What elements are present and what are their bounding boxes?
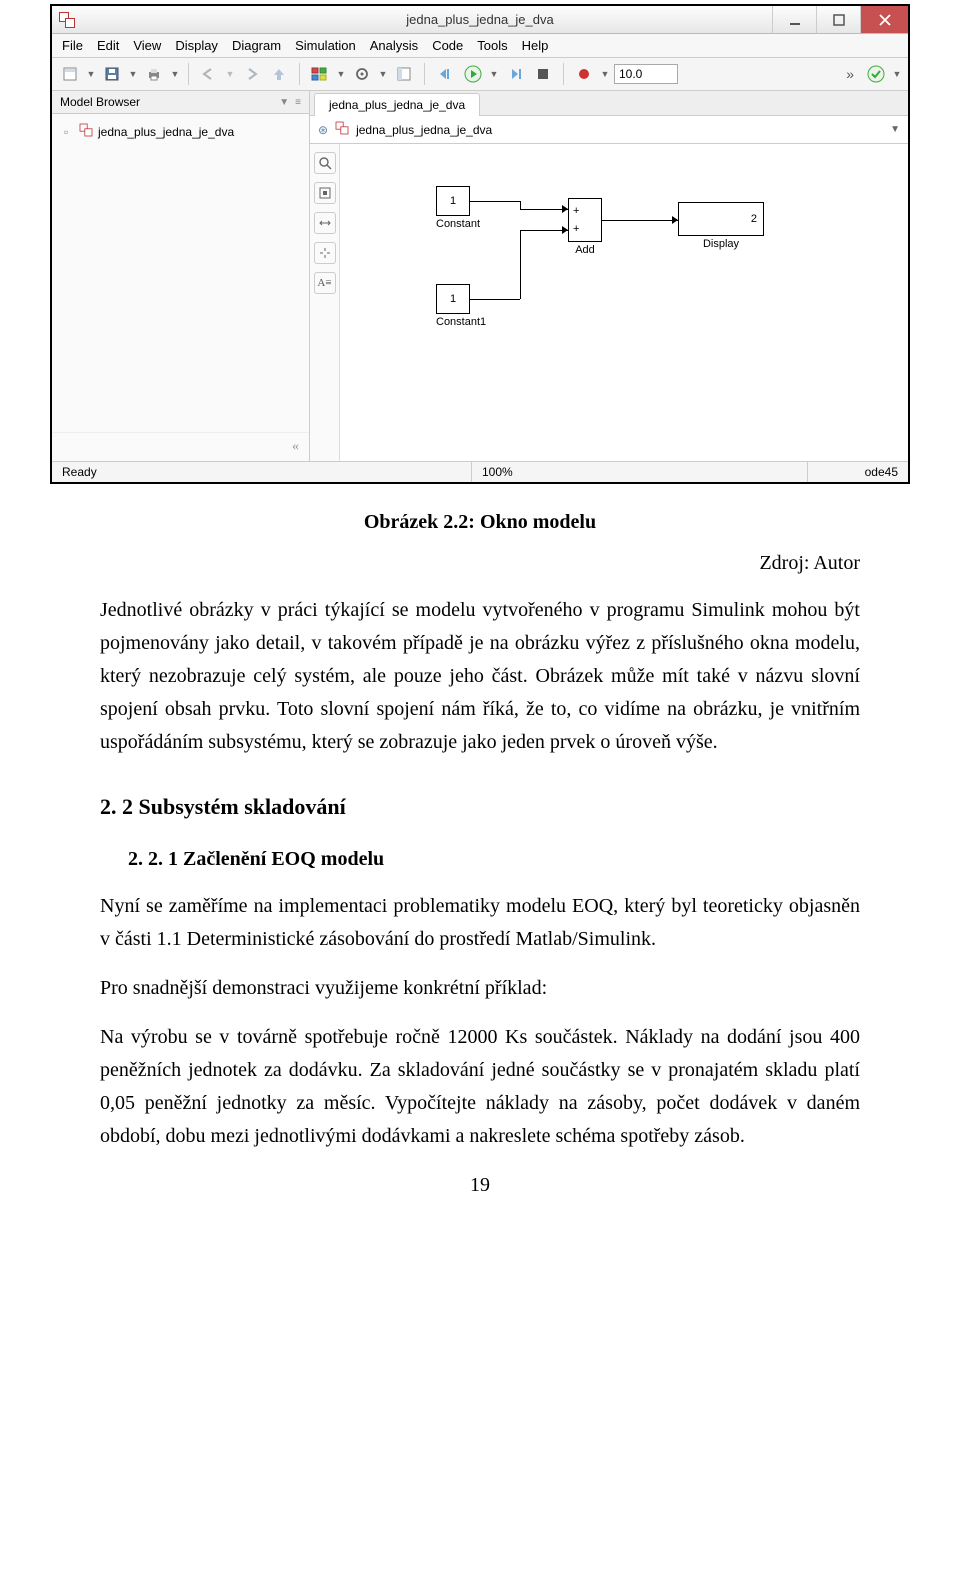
menu-bar: File Edit View Display Diagram Simulatio… (52, 34, 908, 58)
heading-eoq: 2. 2. 1 Začlenění EOQ modelu (128, 843, 860, 876)
status-solver: ode45 (808, 462, 908, 482)
menu-display[interactable]: Display (175, 38, 218, 53)
pan-icon[interactable] (314, 212, 336, 234)
new-model-dropdown-icon[interactable]: ▼ (86, 69, 96, 79)
tree-root-label: jedna_plus_jedna_je_dva (98, 125, 234, 139)
zoom-icon[interactable] (314, 152, 336, 174)
paragraph-example-body: Na výrobu se v továrně spotřebuje ročně … (100, 1021, 860, 1153)
breadcrumb-dropdown-icon[interactable]: ▼ (890, 124, 900, 135)
minimize-button[interactable] (772, 6, 816, 33)
editor-pane: jedna_plus_jedna_je_dva ⊛ jedna_plus_jed… (310, 91, 908, 461)
library-dropdown-icon[interactable]: ▼ (336, 69, 346, 79)
window-controls (772, 6, 908, 33)
toolbar-overflow-icon[interactable]: » (846, 66, 854, 82)
stop-icon[interactable] (531, 62, 555, 86)
step-back-icon[interactable] (433, 62, 457, 86)
build-ok-icon[interactable] (864, 62, 888, 86)
breadcrumb-root[interactable]: jedna_plus_jedna_je_dva (356, 123, 492, 137)
model-browser-pane: Model Browser ▼ ≡ ▫ jedna_plus_jedna_je_… (52, 91, 310, 461)
block-display-label: Display (678, 238, 764, 250)
pane-dropdown-icon[interactable]: ▼ (279, 97, 289, 108)
menu-simulation[interactable]: Simulation (295, 38, 356, 53)
model-tree: ▫ jedna_plus_jedna_je_dva (52, 114, 309, 149)
model-explorer-icon[interactable] (392, 62, 416, 86)
new-model-icon[interactable] (58, 62, 82, 86)
page-number: 19 (100, 1169, 860, 1202)
save-dropdown-icon[interactable]: ▼ (128, 69, 138, 79)
run-icon[interactable] (461, 62, 485, 86)
simulink-app-icon (58, 11, 76, 29)
collapse-pane-icon[interactable]: « (52, 432, 309, 461)
status-ready: Ready (52, 462, 472, 482)
breadcrumb-bar: ⊛ jedna_plus_jedna_je_dva ▼ (310, 116, 908, 144)
menu-diagram[interactable]: Diagram (232, 38, 281, 53)
save-icon[interactable] (100, 62, 124, 86)
block-add-label: Add (568, 244, 602, 256)
simulink-window: jedna_plus_jedna_je_dva File Edit View D… (50, 4, 910, 484)
canvas-side-toolbar: A≡ (310, 144, 340, 461)
step-forward-icon[interactable] (503, 62, 527, 86)
block-add[interactable]: + + Add (568, 198, 602, 256)
block-constant[interactable]: 1 Constant (436, 186, 480, 230)
diagram-canvas[interactable]: 1 Constant 1 Constant1 + (340, 144, 908, 461)
document-body: Obrázek 2.2: Okno modelu Zdroj: Autor Je… (100, 506, 860, 1202)
menu-view[interactable]: View (133, 38, 161, 53)
menu-tools[interactable]: Tools (477, 38, 507, 53)
nav-back-dropdown-icon[interactable]: ▼ (225, 69, 235, 79)
print-dropdown-icon[interactable]: ▼ (170, 69, 180, 79)
breadcrumb-nav-icon[interactable]: ⊛ (318, 123, 328, 137)
toggle-sample-time-icon[interactable] (314, 242, 336, 264)
pane-menu-icon[interactable]: ≡ (295, 97, 301, 108)
menu-help[interactable]: Help (522, 38, 549, 53)
block-constant1-value: 1 (450, 293, 456, 305)
title-bar: jedna_plus_jedna_je_dva (52, 6, 908, 34)
menu-code[interactable]: Code (432, 38, 463, 53)
block-constant-label: Constant (436, 218, 480, 230)
menu-file[interactable]: File (62, 38, 83, 53)
menu-analysis[interactable]: Analysis (370, 38, 418, 53)
paragraph-intro: Jednotlivé obrázky v práci týkající se m… (100, 594, 860, 759)
config-dropdown-icon[interactable]: ▼ (378, 69, 388, 79)
block-constant-value: 1 (450, 195, 456, 207)
nav-back-icon[interactable] (197, 62, 221, 86)
figure-source: Zdroj: Autor (100, 547, 860, 580)
menu-edit[interactable]: Edit (97, 38, 119, 53)
block-display[interactable]: 2 Display (678, 202, 764, 250)
library-browser-icon[interactable] (308, 62, 332, 86)
record-icon[interactable] (572, 62, 596, 86)
stop-time-field[interactable]: 10.0 (614, 64, 678, 84)
paragraph-eoq-intro: Nyní se zaměříme na implementaci problem… (100, 890, 860, 956)
status-bar: Ready 100% ode45 (52, 461, 908, 482)
nav-up-icon[interactable] (267, 62, 291, 86)
tab-strip: jedna_plus_jedna_je_dva (310, 91, 908, 116)
status-zoom: 100% (472, 462, 808, 482)
close-button[interactable] (860, 6, 908, 33)
print-icon[interactable] (142, 62, 166, 86)
toolbar: ▼ ▼ ▼ ▼ ▼ ▼ (52, 58, 908, 91)
tree-expand-icon[interactable]: ▫ (64, 125, 74, 139)
simulink-model-icon (78, 122, 94, 141)
record-dropdown-icon[interactable]: ▼ (600, 69, 610, 79)
fit-to-view-icon[interactable] (314, 182, 336, 204)
block-display-value: 2 (751, 213, 757, 225)
block-constant1-label: Constant1 (436, 316, 486, 328)
tab-model[interactable]: jedna_plus_jedna_je_dva (314, 93, 480, 116)
annotation-icon[interactable]: A≡ (314, 272, 336, 294)
model-config-icon[interactable] (350, 62, 374, 86)
block-constant1[interactable]: 1 Constant1 (436, 284, 486, 328)
tree-root-item[interactable]: ▫ jedna_plus_jedna_je_dva (58, 120, 303, 143)
paragraph-example-lead: Pro snadnější demonstraci využijeme konk… (100, 972, 860, 1005)
model-browser-header: Model Browser ▼ ≡ (52, 91, 309, 114)
figure-caption: Obrázek 2.2: Okno modelu (100, 506, 860, 539)
heading-subsystem: 2. 2 Subsystém skladování (100, 789, 860, 825)
nav-forward-icon[interactable] (239, 62, 263, 86)
maximize-button[interactable] (816, 6, 860, 33)
run-dropdown-icon[interactable]: ▼ (489, 69, 499, 79)
workspace: Model Browser ▼ ≡ ▫ jedna_plus_jedna_je_… (52, 91, 908, 461)
model-browser-title: Model Browser (60, 95, 140, 109)
simulink-model-icon (334, 120, 350, 139)
build-dropdown-icon[interactable]: ▼ (892, 69, 902, 79)
